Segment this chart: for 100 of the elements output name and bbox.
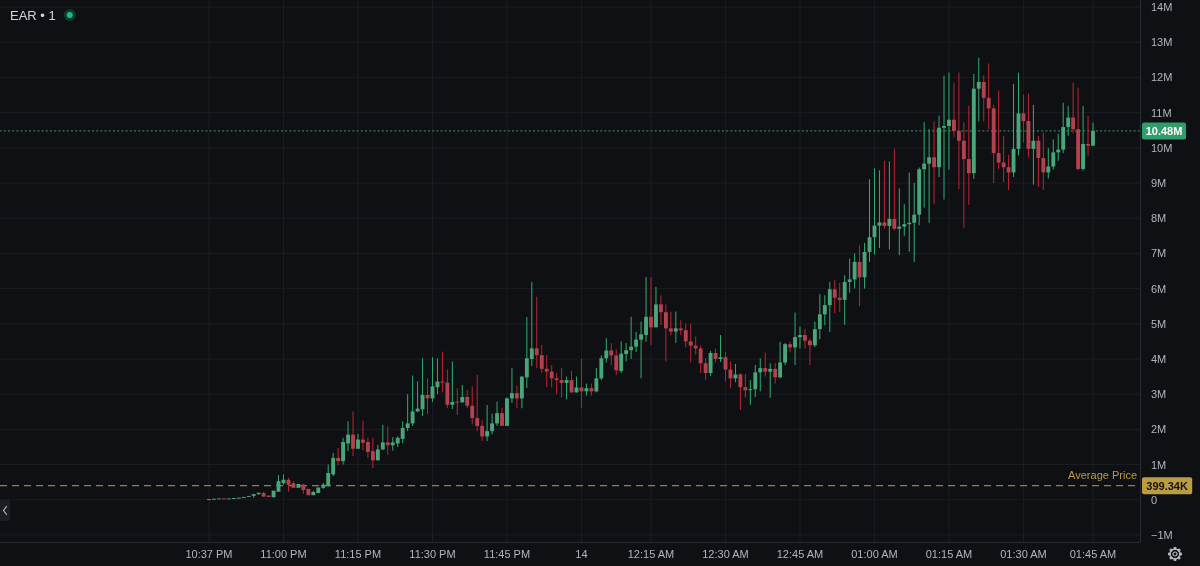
candlestick — [465, 389, 470, 409]
x-tick-label: 12:15 AM — [627, 548, 675, 560]
candlestick — [832, 279, 837, 314]
candlestick — [683, 323, 688, 348]
candlestick — [738, 372, 743, 411]
candlestick — [902, 203, 907, 237]
candlestick — [663, 303, 668, 362]
y-tick-label: 8M — [1151, 212, 1167, 225]
text: EAR • 1 — [10, 7, 56, 23]
candlestick — [788, 341, 792, 353]
candlestick — [599, 354, 604, 381]
candlestick — [534, 296, 539, 369]
candlestick — [649, 276, 653, 346]
ref-line-label: 399.34K — [1146, 479, 1188, 492]
candlestick — [932, 120, 937, 205]
candlestick — [793, 312, 797, 366]
candlestick — [564, 376, 569, 400]
candlestick — [942, 75, 946, 201]
candlestick — [539, 344, 544, 374]
candlestick — [1086, 115, 1090, 157]
candlestick — [703, 357, 708, 381]
candlestick — [922, 121, 927, 209]
candlestick — [619, 340, 624, 374]
candlestick — [296, 483, 301, 488]
candlestick — [634, 331, 639, 353]
candlestick — [698, 345, 703, 374]
candlestick — [887, 161, 892, 251]
candlestick — [708, 350, 713, 377]
y-tick-label: 4M — [1151, 352, 1167, 365]
candlestick — [783, 342, 788, 366]
x-tick-label: 12:30 AM — [702, 548, 749, 560]
candlestick — [976, 57, 981, 122]
candlestick — [410, 375, 415, 427]
y-tick-label: 10M — [1151, 141, 1173, 154]
candlestick — [688, 323, 693, 364]
x-tick-label: 01:00 AM — [851, 548, 898, 560]
candlestick — [763, 352, 768, 378]
y-tick-label: 14M — [1151, 1, 1173, 14]
candlestick — [614, 348, 619, 376]
candlestick — [748, 379, 753, 406]
candlestick — [659, 294, 663, 326]
candlestick — [877, 169, 882, 249]
y-tick-label: 9M — [1151, 177, 1167, 190]
candlestick — [1071, 82, 1076, 134]
candlestick — [827, 281, 832, 333]
candlestick — [510, 367, 514, 404]
y-tick-label: −1M — [1151, 528, 1173, 541]
candlestick — [519, 376, 524, 409]
x-tick-label: 11:15 PM — [334, 548, 382, 560]
candlestick — [405, 393, 410, 432]
candlestick — [897, 187, 902, 256]
candlestick — [966, 105, 971, 206]
ref-line-label: 10.48M — [1145, 124, 1183, 137]
x-tick-label: 01:45 AM — [1069, 548, 1117, 560]
candlestick — [475, 374, 480, 432]
candlestick — [892, 148, 897, 232]
candlestick — [847, 258, 852, 294]
candlestick — [1061, 102, 1066, 154]
candlestick — [986, 62, 991, 130]
y-tick-label: 5M — [1151, 317, 1167, 330]
candlestick — [1006, 154, 1011, 191]
candlestick — [445, 369, 450, 409]
candlestick — [450, 360, 455, 410]
y-tick-label: 7M — [1151, 247, 1167, 260]
candlestick — [485, 404, 490, 442]
candlestick — [336, 447, 341, 466]
candlestick — [743, 373, 748, 399]
candlestick — [559, 367, 564, 399]
candlestick — [370, 437, 375, 469]
candlestick — [857, 244, 862, 307]
candlestick — [812, 321, 817, 348]
candlestick — [495, 401, 499, 427]
candlestick — [514, 384, 519, 409]
candlestick — [773, 362, 778, 385]
candlestick — [981, 74, 986, 122]
candlestick — [385, 426, 390, 456]
candlestick — [952, 82, 956, 138]
candlestick — [803, 328, 807, 349]
candlestick — [470, 385, 475, 425]
y-tick-label: 3M — [1151, 388, 1167, 401]
candlestick — [554, 372, 559, 395]
candlestick — [490, 413, 495, 435]
candlestick — [654, 286, 658, 328]
x-tick-label: 14 — [575, 548, 588, 560]
candlestick — [778, 341, 783, 379]
candlestick — [351, 410, 355, 457]
candlestick — [455, 387, 460, 416]
candlestick — [1041, 132, 1046, 191]
x-tick-label: 11:45 PM — [483, 548, 531, 560]
candlestick — [956, 72, 961, 190]
y-tick-label: 1M — [1151, 458, 1167, 471]
candlestick — [624, 342, 629, 362]
candlestick — [798, 326, 802, 349]
y-tick-label: 0 — [1151, 493, 1158, 506]
y-tick-label: 2M — [1151, 423, 1167, 436]
candlestick — [912, 182, 917, 263]
candlestick — [733, 363, 738, 383]
candlestick — [1091, 121, 1095, 147]
x-tick-label: 01:30 AM — [1000, 548, 1047, 560]
candlestick — [380, 424, 385, 451]
